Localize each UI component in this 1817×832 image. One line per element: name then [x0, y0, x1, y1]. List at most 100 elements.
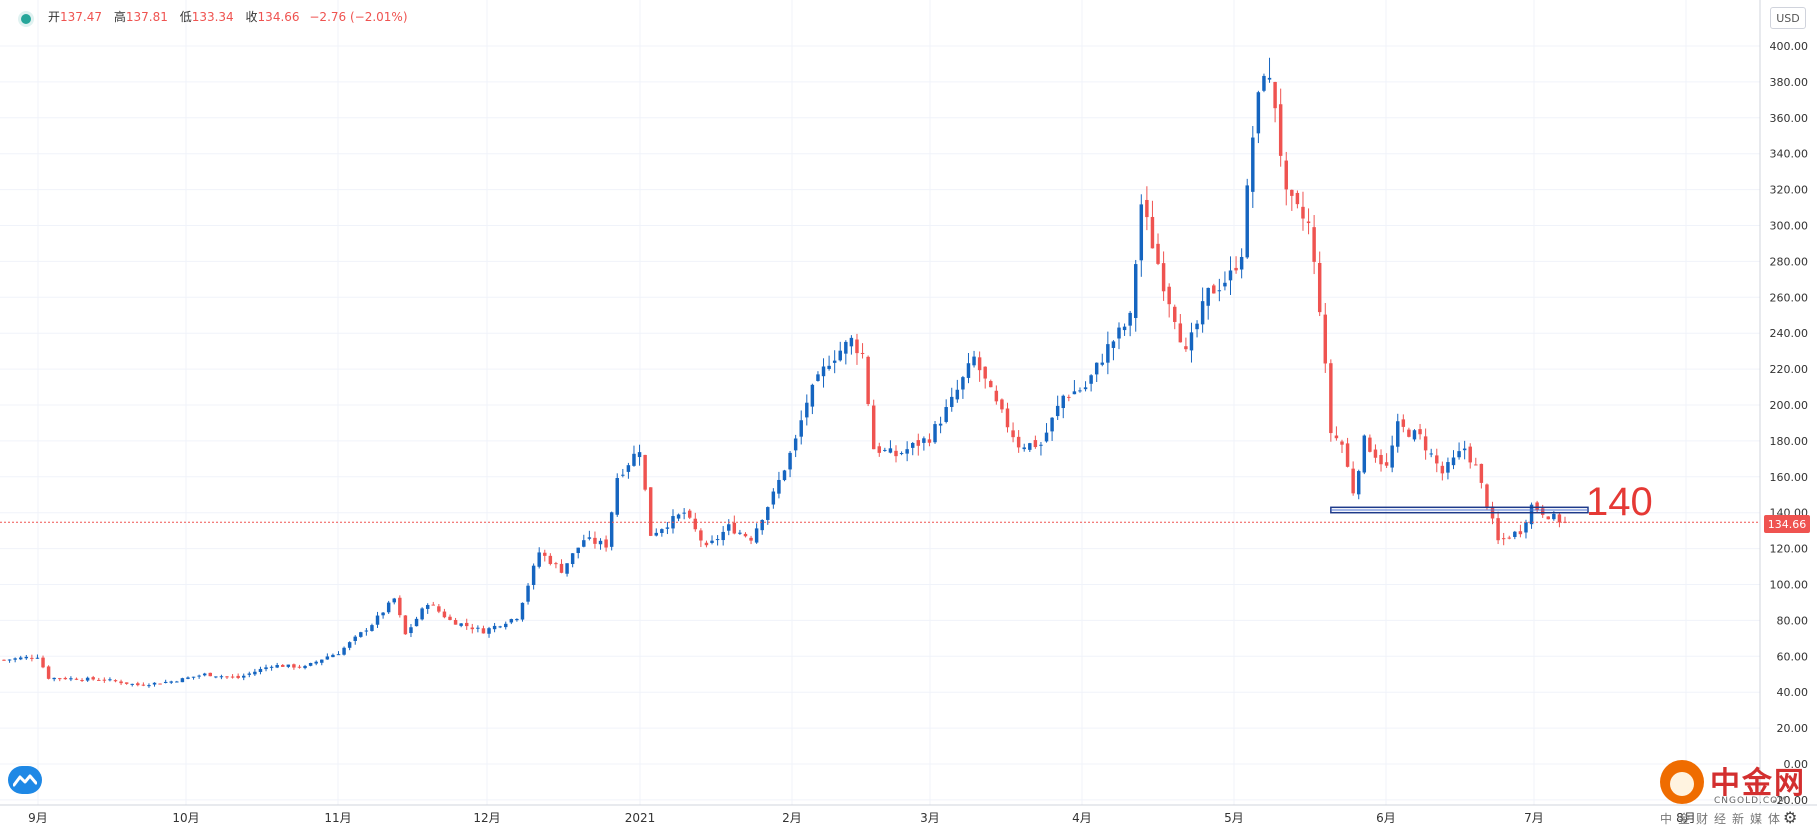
candle-body	[710, 540, 714, 543]
candle-body	[1496, 518, 1500, 541]
candle-body	[487, 628, 491, 634]
candle-body	[7, 659, 12, 661]
candle-body	[1384, 462, 1389, 466]
candle-body	[1028, 443, 1032, 450]
candle-body	[230, 676, 235, 678]
candle-body	[1535, 502, 1539, 511]
candle-body	[163, 681, 168, 684]
candle-body	[1373, 449, 1378, 458]
candle-body	[1156, 243, 1160, 264]
candle-body	[1067, 396, 1071, 398]
candle-body	[97, 679, 101, 681]
candle-body	[1245, 185, 1249, 258]
candle-body	[1089, 375, 1093, 384]
settings-gear-icon[interactable]: ⚙	[1783, 808, 1798, 827]
candle-body	[543, 552, 547, 556]
price-tick-label: 280.00	[1770, 255, 1809, 268]
candle-body	[409, 627, 413, 634]
candle-body	[894, 450, 898, 457]
candle-body	[347, 642, 352, 648]
candle-body	[609, 512, 614, 547]
candle-body	[899, 453, 904, 455]
candle-body	[766, 507, 770, 520]
candle-body	[1173, 306, 1177, 322]
candle-body	[147, 685, 151, 687]
candle-body	[1044, 432, 1049, 442]
candle-body	[1312, 227, 1316, 262]
watermark-circle-icon	[1660, 760, 1704, 804]
candle-body	[236, 675, 240, 678]
candle-body	[1251, 137, 1255, 192]
candle-body	[63, 677, 68, 680]
candle-body	[13, 658, 17, 660]
candle-body	[1540, 508, 1545, 515]
candle-body	[1055, 405, 1060, 417]
candle-body	[816, 374, 820, 381]
candle-body	[119, 681, 123, 684]
price-tick-label: 60.00	[1777, 650, 1809, 663]
candle-body	[331, 654, 335, 658]
price-tick-label: 300.00	[1770, 220, 1809, 233]
time-axis[interactable]: 9月 10月 11月 12月 2021 2月 3月 4月 5月 6月 7月 8月	[0, 804, 1817, 825]
price-tick-label: 80.00	[1777, 614, 1809, 627]
price-tick-label: 180.00	[1770, 435, 1809, 448]
candle-body	[448, 616, 452, 620]
status-dot-icon	[18, 11, 34, 27]
candle-body	[509, 619, 514, 623]
candle-body	[1362, 435, 1367, 473]
candle-body	[1340, 441, 1344, 445]
candle-body	[654, 532, 659, 536]
candle-body	[1485, 484, 1489, 508]
candle-body	[721, 531, 725, 541]
tradingview-logo-icon[interactable]	[8, 766, 42, 794]
candle-body	[1368, 437, 1372, 452]
candle-body	[1306, 221, 1311, 224]
candle-body	[1423, 436, 1428, 451]
candle-body	[1145, 199, 1149, 218]
high-value: 137.81	[125, 10, 168, 24]
candle-body	[1524, 522, 1528, 533]
candle-body	[1178, 323, 1183, 343]
candle-body	[1223, 282, 1227, 287]
time-tick-label: 5月	[1224, 811, 1244, 825]
currency-selector[interactable]: USD	[1770, 7, 1806, 29]
candle-body	[1479, 463, 1484, 483]
candle-body	[459, 623, 463, 626]
candle-body	[80, 679, 84, 681]
candle-body	[1228, 270, 1233, 281]
candle-body	[197, 675, 201, 677]
candle-body	[782, 470, 787, 481]
candle-body	[108, 679, 112, 681]
candle-body	[1390, 445, 1394, 468]
candle-body	[1061, 395, 1065, 409]
candle-body	[124, 682, 129, 684]
candle-body	[113, 680, 118, 682]
candle-body	[1474, 464, 1478, 466]
price-tick-label: 120.00	[1770, 543, 1809, 556]
time-tick-label: 11月	[324, 811, 351, 825]
candle-body	[643, 454, 647, 490]
candle-body	[855, 339, 859, 354]
time-tick-label: 7月	[1524, 811, 1544, 825]
candle-body	[637, 452, 642, 458]
price-axis[interactable]: 400.00 380.00 360.00 340.00 320.00 300.00 280.…	[1759, 0, 1809, 807]
price-tick-label: 220.00	[1770, 363, 1809, 376]
candle-body	[754, 528, 759, 543]
candle-body	[1033, 440, 1038, 448]
candle-body	[258, 668, 263, 672]
price-tick-label: 240.00	[1770, 327, 1809, 340]
candle-body	[1133, 264, 1138, 318]
candle-body	[944, 407, 948, 422]
candle-body	[359, 632, 363, 637]
candle-body	[392, 598, 396, 603]
candle-body	[364, 630, 369, 632]
candle-body	[1317, 262, 1322, 313]
candle-body	[1451, 457, 1456, 466]
candle-body	[320, 659, 324, 663]
candle-body	[286, 664, 291, 667]
candle-body	[537, 552, 541, 567]
candle-body	[1546, 516, 1551, 520]
time-tick-label: 3月	[920, 811, 940, 825]
candle-body	[1412, 430, 1417, 440]
